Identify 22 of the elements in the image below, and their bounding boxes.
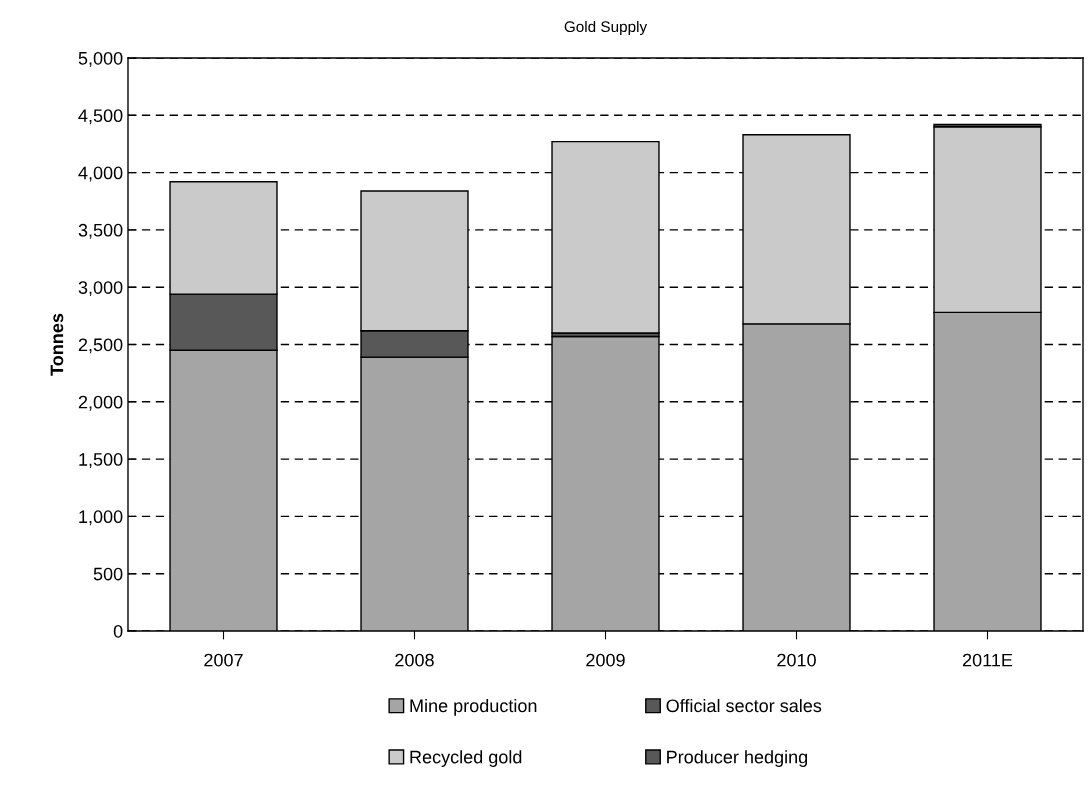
y-tick-label: 4,000	[78, 166, 123, 182]
y-tick-label: 4,500	[78, 109, 123, 125]
legend-label: Recycled gold	[410, 750, 522, 767]
y-tick-label: 1,000	[79, 510, 123, 526]
x-tick-label: 2008	[395, 653, 434, 667]
x-tick-label: 2007	[204, 653, 243, 667]
y-tick-label: 1,500	[79, 453, 123, 468]
y-axis-title: Tonnes	[50, 313, 64, 376]
legend-label: Official sector sales	[666, 698, 822, 713]
y-tick-label: 500	[93, 567, 123, 581]
legend-label: Producer hedging	[667, 750, 808, 767]
y-tick-label: 3,500	[78, 223, 123, 239]
y-tick-label: 0	[113, 624, 123, 638]
legend-label: Mine production	[410, 698, 537, 716]
x-tick-label: 2011E	[962, 653, 1013, 667]
x-tick-label: 2009	[586, 653, 625, 667]
y-tick-label: 3,000	[78, 281, 123, 297]
x-tick-label: 2010	[777, 653, 816, 667]
y-tick-label: 2,000	[78, 395, 123, 411]
chart-title: Gold Supply	[564, 20, 648, 36]
y-tick-label: 2,500	[78, 338, 123, 354]
y-tick-label: 5,000	[78, 51, 123, 67]
